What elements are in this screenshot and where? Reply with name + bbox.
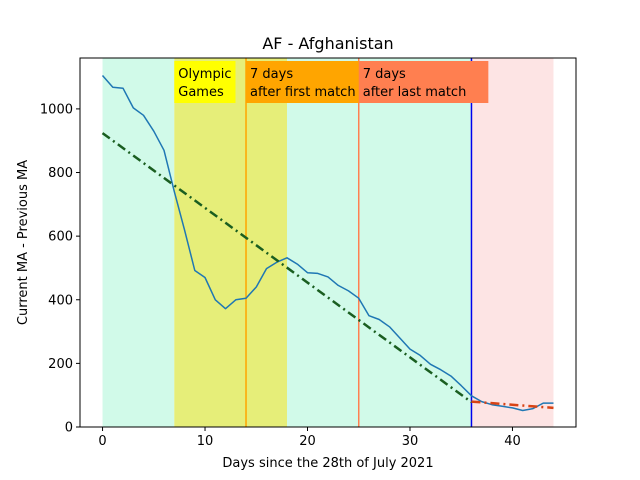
first-match-label-line-1: 7 days xyxy=(250,67,293,82)
x-tick-label: 40 xyxy=(504,434,521,449)
olympic-games-label-line-2: Games xyxy=(178,85,224,100)
olympic-games-label-box xyxy=(174,61,236,103)
olympic-games-label-line-1: Olympic xyxy=(178,67,231,82)
series-line-trend-1 xyxy=(101,132,473,404)
y-tick-label: 600 xyxy=(48,230,73,245)
x-axis-ticks: 0 10 20 30 40 xyxy=(98,427,521,449)
background-spans xyxy=(102,58,554,427)
span-post-period xyxy=(471,58,554,427)
y-axis-label: Current MA - Previous MA xyxy=(16,160,31,325)
last-match-label-line-2: after last match xyxy=(363,85,467,100)
y-tick-label: 800 xyxy=(48,166,73,181)
x-tick-label: 30 xyxy=(402,434,419,449)
y-tick-label: 1000 xyxy=(40,102,73,117)
span-olympic-games xyxy=(174,58,288,427)
plot-frame xyxy=(79,57,577,428)
chart-title: AF - Afghanistan xyxy=(262,34,393,53)
last-match-label: 7 days after last match xyxy=(358,61,489,103)
x-tick-label: 20 xyxy=(299,434,316,449)
olympic-games-label: Olympic Games xyxy=(174,61,236,103)
series-line-data xyxy=(101,75,554,412)
y-tick-label: 400 xyxy=(48,293,73,308)
last-match-label-line-1: 7 days xyxy=(363,67,406,82)
span-after-olympics xyxy=(287,58,472,427)
y-tick-label: 200 xyxy=(48,357,73,372)
span-before-olympics xyxy=(102,58,175,427)
x-tick-label: 10 xyxy=(197,434,214,449)
vertical-markers xyxy=(245,58,473,427)
x-tick-label: 0 xyxy=(98,434,106,449)
y-tick-label: 0 xyxy=(65,421,73,436)
first-match-label-line-2: after first match xyxy=(250,85,356,100)
series-line-trend-2 xyxy=(471,400,554,410)
last-match-label-box xyxy=(358,61,489,103)
series-lines xyxy=(101,75,554,412)
x-axis-label: Days since the 28th of July 2021 xyxy=(222,456,433,471)
y-axis-ticks: 0 200 400 600 800 1000 xyxy=(40,102,80,436)
